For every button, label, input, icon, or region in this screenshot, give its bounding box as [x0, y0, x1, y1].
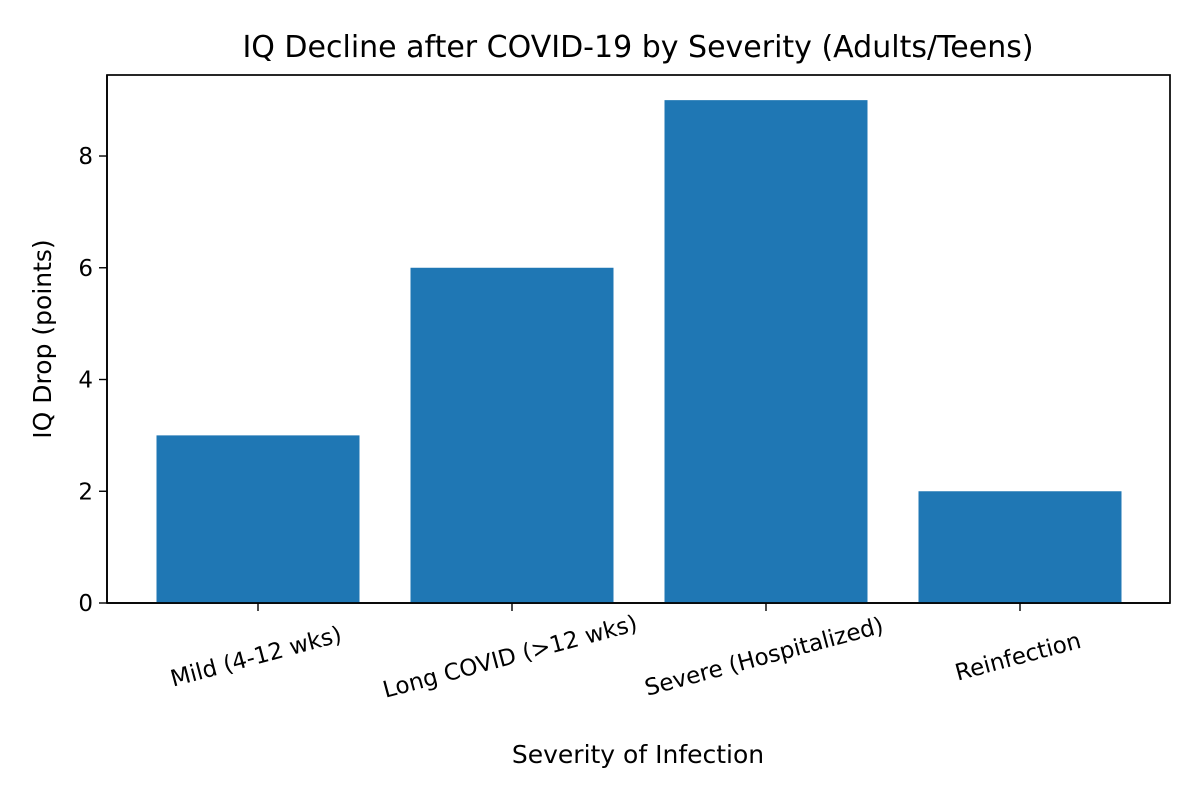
chart-title: IQ Decline after COVID-19 by Severity (A…: [242, 30, 1033, 65]
bars-layer: [156, 100, 1122, 604]
x-axis-label: Severity of Infection: [512, 740, 764, 769]
x-tick-label-0: Mild (4-12 wks): [168, 622, 345, 693]
y-axis-label: IQ Drop (points): [28, 239, 57, 438]
bar-3: [918, 491, 1122, 603]
x-tick-label-1: Long COVID (>12 wks): [380, 611, 640, 704]
y-tick-label-1: 2: [78, 479, 93, 505]
bar-0: [156, 435, 360, 603]
bar-2: [664, 100, 868, 604]
x-axis: Mild (4-12 wks) Long COVID (>12 wks) Sever…: [107, 602, 1170, 704]
y-tick-label-4: 8: [78, 144, 93, 170]
y-tick-label-2: 4: [78, 368, 93, 394]
bar-1: [410, 267, 614, 603]
y-tick-label-3: 6: [78, 256, 93, 282]
x-tick-label-3: Reinfection: [953, 628, 1084, 687]
x-tick-label-2: Severe (Hospitalized): [642, 613, 886, 702]
y-axis: 0 2 4 6 8: [78, 75, 108, 617]
y-tick-label-0: 0: [78, 591, 93, 617]
